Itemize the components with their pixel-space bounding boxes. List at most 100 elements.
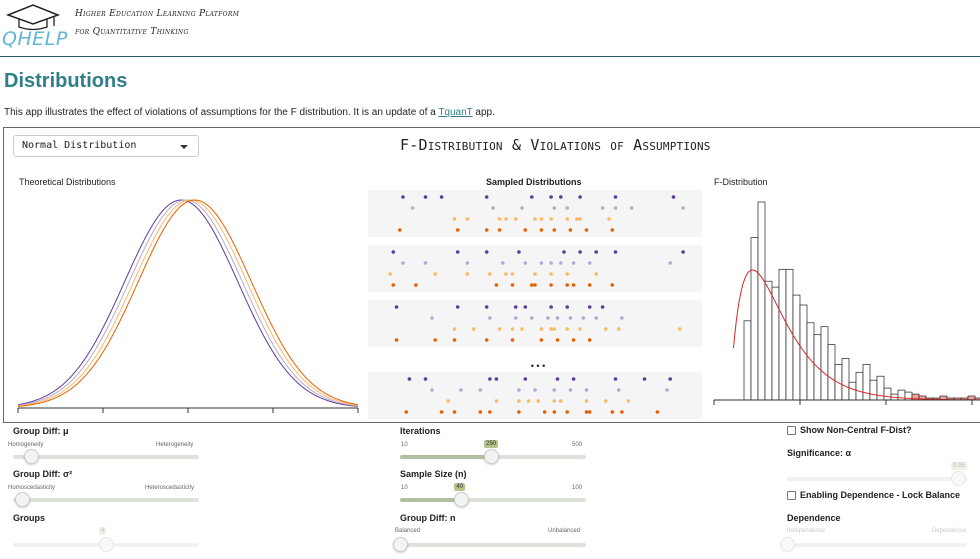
density-curve-0 bbox=[17, 199, 359, 407]
iterations-label: Iterations bbox=[400, 426, 441, 436]
groups-slider-handle[interactable] bbox=[98, 537, 114, 552]
sample-point bbox=[433, 272, 437, 276]
sample-point bbox=[439, 410, 444, 414]
tquant-link[interactable]: TquanT bbox=[438, 107, 473, 118]
sample-point bbox=[571, 283, 576, 287]
sample-point bbox=[504, 217, 508, 221]
sample-point bbox=[552, 327, 557, 331]
sample-point bbox=[407, 377, 412, 381]
sample-point bbox=[629, 206, 634, 210]
sample-point bbox=[455, 250, 460, 254]
significance-value-badge: 0.05 bbox=[951, 462, 967, 470]
group-diff-mu-slider[interactable] bbox=[13, 455, 199, 459]
sample-point bbox=[401, 261, 405, 265]
sample-point bbox=[668, 377, 672, 381]
ellipsis: • • • bbox=[531, 361, 545, 371]
sample-size-label: Sample Size (n) bbox=[400, 469, 467, 479]
sample-point bbox=[533, 272, 537, 276]
sample-point bbox=[414, 283, 418, 287]
group-diff-sigma-min-label: Homoscedasticity bbox=[8, 485, 56, 491]
group-diff-mu-label: Group Diff: μ bbox=[13, 426, 69, 436]
sample-point bbox=[681, 206, 685, 210]
sample-point bbox=[539, 338, 544, 342]
sample-point bbox=[565, 206, 569, 210]
sample-point bbox=[581, 316, 586, 320]
dependence-label: Dependence bbox=[787, 513, 841, 523]
histogram-bar bbox=[841, 358, 850, 401]
sample-point bbox=[584, 228, 589, 232]
sample-point bbox=[552, 206, 557, 210]
group-diff-mu-slider-handle[interactable] bbox=[24, 449, 40, 464]
histogram-bar bbox=[743, 320, 752, 401]
sample-point bbox=[604, 399, 608, 403]
sample-point bbox=[571, 338, 576, 342]
sample-point bbox=[433, 338, 437, 342]
sample-point bbox=[391, 283, 396, 287]
histogram-bar bbox=[883, 387, 892, 401]
sample-point bbox=[555, 316, 560, 320]
dependence-min-label: Independence bbox=[787, 528, 826, 534]
sample-point bbox=[610, 228, 615, 232]
histogram-bar bbox=[757, 201, 766, 401]
sample-point bbox=[546, 316, 550, 320]
group-diff-n-min-label: Balanced bbox=[395, 528, 421, 534]
sample-point bbox=[504, 272, 508, 276]
sample-point bbox=[459, 388, 463, 392]
sample-size-slider-handle[interactable] bbox=[453, 492, 469, 507]
sample-point bbox=[552, 399, 557, 403]
sample-point bbox=[423, 261, 428, 265]
distribution-select[interactable]: Normal Distribution bbox=[13, 135, 199, 157]
graduation-cap-icon bbox=[5, 4, 61, 31]
sample-point bbox=[594, 250, 598, 254]
histogram-bar bbox=[834, 364, 843, 401]
sample-point bbox=[501, 261, 505, 265]
sample-point bbox=[539, 217, 544, 221]
theoretical-label: Theoretical Distributions bbox=[19, 177, 116, 187]
sample-point bbox=[478, 410, 483, 414]
group-diff-n-slider[interactable] bbox=[400, 543, 586, 547]
sample-point bbox=[478, 388, 483, 392]
sample-point bbox=[517, 250, 521, 254]
sample-point bbox=[452, 338, 457, 342]
dependence-checkbox[interactable] bbox=[787, 491, 796, 500]
groups-value-badge: 4 bbox=[99, 527, 107, 535]
sample-point bbox=[517, 388, 521, 392]
sample-size-slider[interactable] bbox=[400, 498, 586, 502]
sample-point bbox=[530, 283, 534, 287]
sample-point bbox=[410, 206, 415, 210]
sample-point bbox=[484, 228, 489, 232]
sample-panel bbox=[368, 372, 702, 419]
sample-point bbox=[533, 283, 537, 287]
non-central-checkbox[interactable] bbox=[787, 426, 796, 435]
sample-point bbox=[578, 327, 582, 331]
sample-point bbox=[571, 261, 576, 265]
sample-point bbox=[539, 327, 544, 331]
sampled-label: Sampled Distributions bbox=[486, 177, 582, 187]
header-title-line2: for Quantitative Thinking bbox=[75, 27, 189, 37]
group-diff-n-slider-handle[interactable] bbox=[392, 537, 408, 552]
significance-slider-handle[interactable] bbox=[950, 471, 966, 486]
sample-point bbox=[549, 283, 553, 287]
iterations-max-label: 500 bbox=[572, 442, 583, 448]
sample-point bbox=[455, 305, 460, 309]
dependence-slider-handle[interactable] bbox=[779, 537, 795, 552]
sample-point bbox=[559, 399, 563, 403]
sample-point bbox=[620, 316, 624, 320]
group-diff-sigma-slider-handle[interactable] bbox=[14, 492, 30, 507]
sample-size-max-label: 100 bbox=[572, 485, 583, 491]
dependence-slider[interactable] bbox=[787, 543, 967, 547]
sample-point bbox=[472, 327, 476, 331]
group-diff-sigma-slider[interactable] bbox=[13, 498, 199, 502]
significance-slider[interactable] bbox=[787, 477, 967, 481]
sample-panel bbox=[368, 300, 702, 347]
sample-point bbox=[616, 327, 621, 331]
sample-point bbox=[681, 250, 685, 254]
sample-point bbox=[513, 217, 518, 221]
iterations-slider-handle[interactable] bbox=[483, 449, 499, 464]
sample-point bbox=[452, 327, 457, 331]
sample-point bbox=[587, 338, 592, 342]
fdist-label: F-Distribution bbox=[714, 177, 768, 187]
sample-point bbox=[568, 388, 573, 392]
app-frame bbox=[3, 127, 980, 423]
iterations-min-label: 10 bbox=[401, 442, 408, 448]
